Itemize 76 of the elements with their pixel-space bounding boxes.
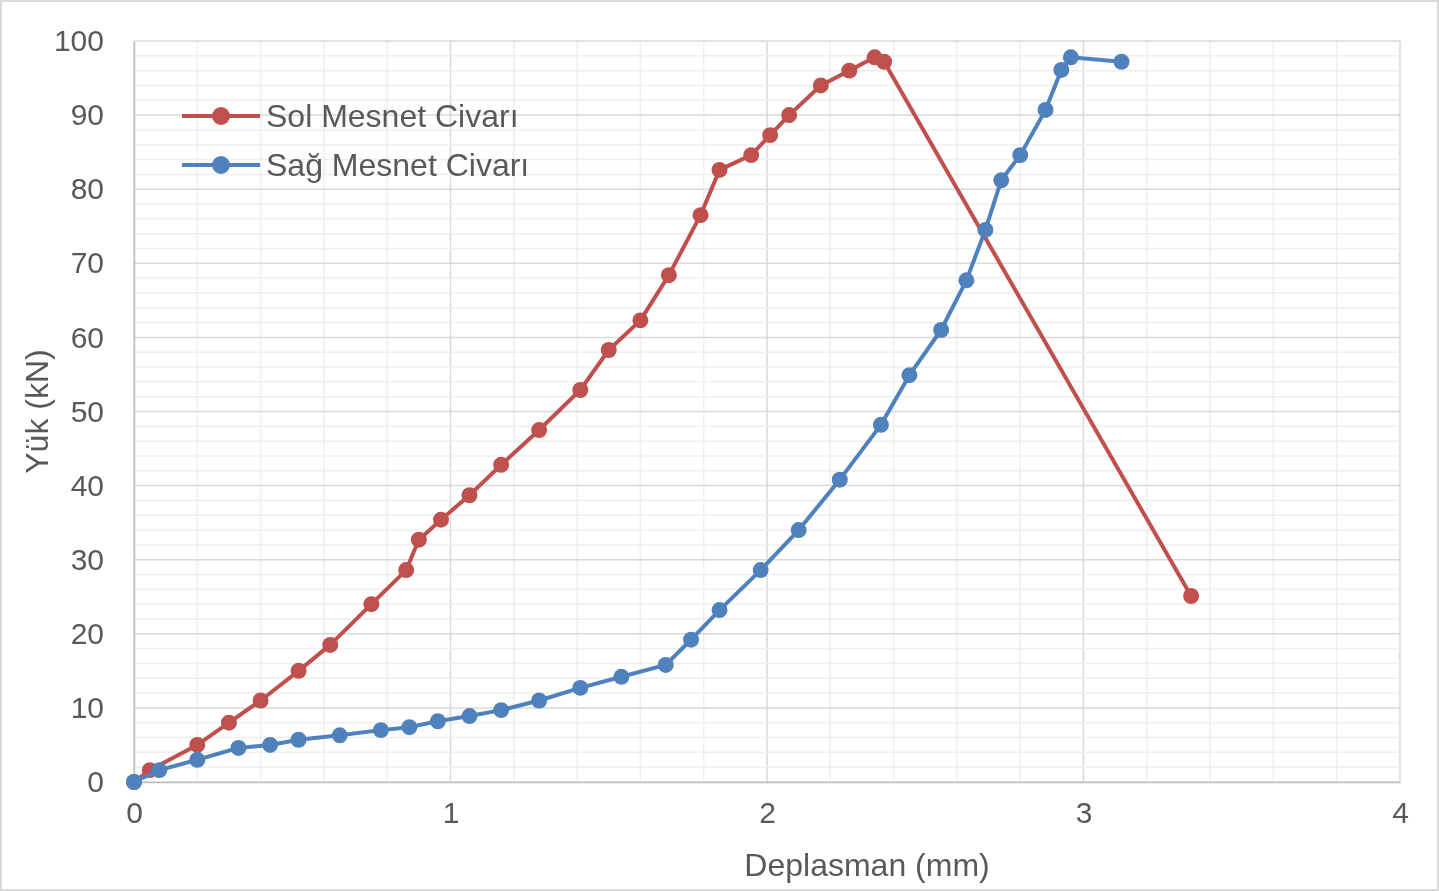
point xyxy=(531,422,548,438)
point xyxy=(493,702,510,719)
point xyxy=(331,727,348,744)
y-tick-label: 70 xyxy=(70,246,104,280)
x-tick-label: 2 xyxy=(759,796,776,829)
y-tick-label: 100 xyxy=(53,24,104,58)
point xyxy=(1113,53,1130,70)
point xyxy=(531,692,548,709)
point xyxy=(711,161,728,178)
point xyxy=(290,731,307,748)
point xyxy=(790,522,807,539)
point xyxy=(876,53,893,70)
point xyxy=(1053,61,1070,78)
point xyxy=(151,762,168,779)
y-tick-label: 60 xyxy=(70,320,104,354)
y-tick-label: 50 xyxy=(70,394,104,428)
point xyxy=(410,531,427,548)
point xyxy=(1037,101,1054,118)
x-tick-label: 4 xyxy=(1392,796,1409,829)
point xyxy=(752,562,769,579)
point xyxy=(1183,588,1200,604)
point xyxy=(692,207,709,224)
legend-label: Sağ Mesnet Civarı xyxy=(266,147,530,183)
point xyxy=(933,322,950,338)
point xyxy=(657,656,674,673)
point xyxy=(632,312,649,329)
point xyxy=(831,471,848,488)
point xyxy=(189,751,206,768)
point xyxy=(189,736,206,753)
point xyxy=(613,668,630,685)
point xyxy=(901,367,918,384)
point xyxy=(401,719,418,736)
y-axis-title: Yük (kN) xyxy=(19,349,55,474)
point xyxy=(461,708,478,725)
point xyxy=(683,631,700,648)
y-tick-label: 10 xyxy=(70,691,104,724)
point xyxy=(493,456,510,473)
point xyxy=(977,221,994,238)
point xyxy=(572,679,589,696)
x-tick-label: 3 xyxy=(1075,796,1093,829)
point xyxy=(252,692,269,709)
point xyxy=(398,562,415,579)
x-axis-title: Deplasman (mm) xyxy=(744,847,990,883)
y-tick-label: 30 xyxy=(70,542,104,576)
legend-label: Sol Mesnet Civarı xyxy=(266,98,519,134)
point xyxy=(1012,147,1029,164)
point xyxy=(993,172,1010,189)
point xyxy=(461,487,478,504)
x-tick-label: 0 xyxy=(126,796,143,829)
point xyxy=(433,511,449,528)
point xyxy=(262,736,279,753)
y-tick-label: 80 xyxy=(70,172,104,206)
point xyxy=(429,713,446,730)
y-tick-label: 20 xyxy=(70,616,104,650)
point xyxy=(600,342,617,358)
point xyxy=(322,636,339,653)
point xyxy=(841,62,858,79)
point xyxy=(220,714,237,731)
point xyxy=(372,722,389,739)
point xyxy=(743,147,760,164)
point xyxy=(872,416,889,433)
point xyxy=(762,127,779,144)
point xyxy=(812,77,829,94)
point xyxy=(1062,49,1079,66)
y-tick-label: 0 xyxy=(87,765,104,799)
x-tick-label: 1 xyxy=(442,796,460,829)
point xyxy=(572,382,589,398)
y-tick-label: 40 xyxy=(70,468,104,502)
point xyxy=(711,602,728,619)
point xyxy=(363,596,380,613)
point xyxy=(781,107,798,124)
y-tick-label: 90 xyxy=(70,98,104,132)
point xyxy=(290,662,307,679)
point xyxy=(958,272,975,289)
point xyxy=(660,267,677,284)
point xyxy=(230,739,247,756)
